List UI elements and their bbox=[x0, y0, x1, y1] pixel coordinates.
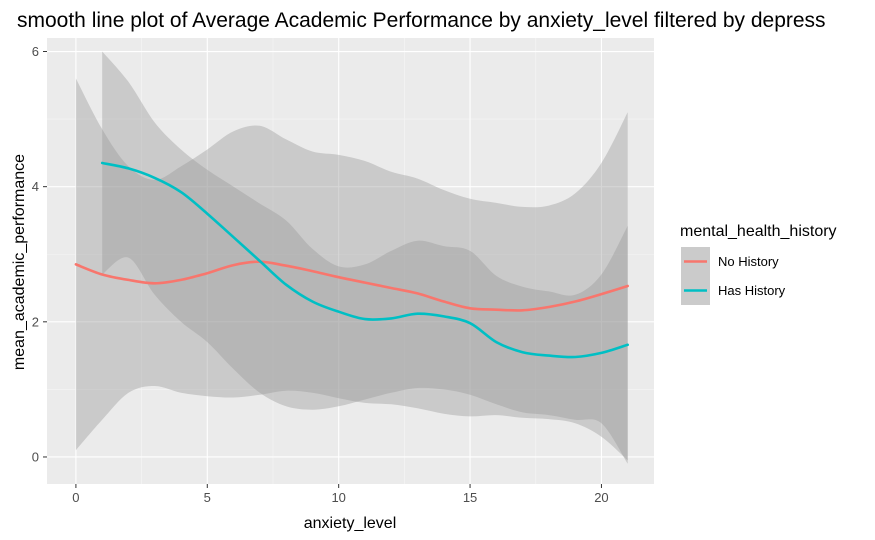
data-point-has-history bbox=[495, 341, 498, 344]
legend-label-no-history: No History bbox=[718, 254, 779, 269]
legend-keys: No History Has History bbox=[681, 247, 786, 305]
data-point-no-history bbox=[101, 273, 104, 276]
data-point-has-history bbox=[442, 315, 445, 318]
data-point-no-history bbox=[416, 292, 419, 295]
data-point-no-history bbox=[626, 285, 629, 288]
data-point-has-history bbox=[600, 352, 603, 355]
data-point-has-history bbox=[521, 351, 524, 354]
data-point-has-history bbox=[285, 283, 288, 286]
x-tick-label: 10 bbox=[331, 490, 345, 505]
data-point-no-history bbox=[337, 276, 340, 279]
legend-label-has-history: Has History bbox=[718, 283, 786, 298]
data-point-no-history bbox=[127, 279, 130, 282]
x-tick-label: 0 bbox=[72, 490, 79, 505]
legend-title: mental_health_history bbox=[680, 223, 837, 240]
data-point-no-history bbox=[232, 264, 235, 267]
y-tick-label: 6 bbox=[32, 44, 39, 59]
data-point-no-history bbox=[600, 293, 603, 296]
data-point-has-history bbox=[206, 212, 209, 215]
data-point-has-history bbox=[548, 354, 551, 357]
data-point-has-history bbox=[232, 236, 235, 239]
series-lines bbox=[74, 161, 629, 359]
data-point-no-history bbox=[311, 270, 314, 273]
data-point-no-history bbox=[521, 309, 524, 312]
confidence-band-has-history bbox=[102, 51, 628, 464]
grid-lines bbox=[47, 38, 654, 484]
confidence-band-no-history bbox=[75, 78, 628, 461]
y-tick-label: 4 bbox=[32, 179, 39, 194]
data-point-has-history bbox=[311, 300, 314, 303]
data-point-has-history bbox=[101, 162, 104, 165]
x-tick-label: 15 bbox=[463, 490, 477, 505]
x-axis-label: anxiety_level bbox=[304, 515, 397, 532]
data-point-no-history bbox=[364, 281, 367, 284]
data-point-has-history bbox=[127, 167, 130, 170]
data-point-no-history bbox=[206, 272, 209, 275]
data-point-no-history bbox=[285, 264, 288, 267]
data-point-no-history bbox=[548, 306, 551, 309]
data-point-no-history bbox=[75, 263, 78, 266]
y-tick-label: 2 bbox=[32, 314, 39, 329]
y-tick-label: 0 bbox=[32, 449, 39, 464]
data-point-has-history bbox=[574, 356, 577, 359]
axes: 0 5 10 15 20 0 2 4 6 bbox=[32, 44, 609, 505]
data-point-has-history bbox=[180, 191, 183, 194]
data-point-no-history bbox=[390, 287, 393, 290]
data-point-has-history bbox=[153, 177, 156, 180]
data-point-has-history bbox=[626, 343, 629, 346]
data-point-has-history bbox=[259, 260, 262, 263]
x-tick-label: 5 bbox=[204, 490, 211, 505]
plot-panel bbox=[47, 38, 654, 484]
series-line-has-history bbox=[100, 161, 629, 359]
data-point-has-history bbox=[390, 317, 393, 320]
confidence-ribbons bbox=[75, 51, 628, 464]
data-point-no-history bbox=[442, 300, 445, 303]
data-point-no-history bbox=[574, 300, 577, 303]
y-axis-label: mean_academic_performance bbox=[11, 154, 28, 370]
series-line-no-history bbox=[74, 260, 629, 312]
data-point-no-history bbox=[153, 282, 156, 285]
data-point-has-history bbox=[416, 312, 419, 315]
legend: mental_health_history No History Has Hist… bbox=[680, 223, 837, 305]
data-point-has-history bbox=[469, 322, 472, 325]
chart-title: smooth line plot of Average Academic Per… bbox=[17, 9, 826, 32]
data-point-no-history bbox=[469, 307, 472, 310]
x-tick-label: 20 bbox=[594, 490, 608, 505]
data-point-no-history bbox=[495, 308, 498, 311]
data-point-has-history bbox=[337, 310, 340, 313]
data-point-no-history bbox=[180, 279, 183, 282]
data-point-has-history bbox=[364, 318, 367, 321]
